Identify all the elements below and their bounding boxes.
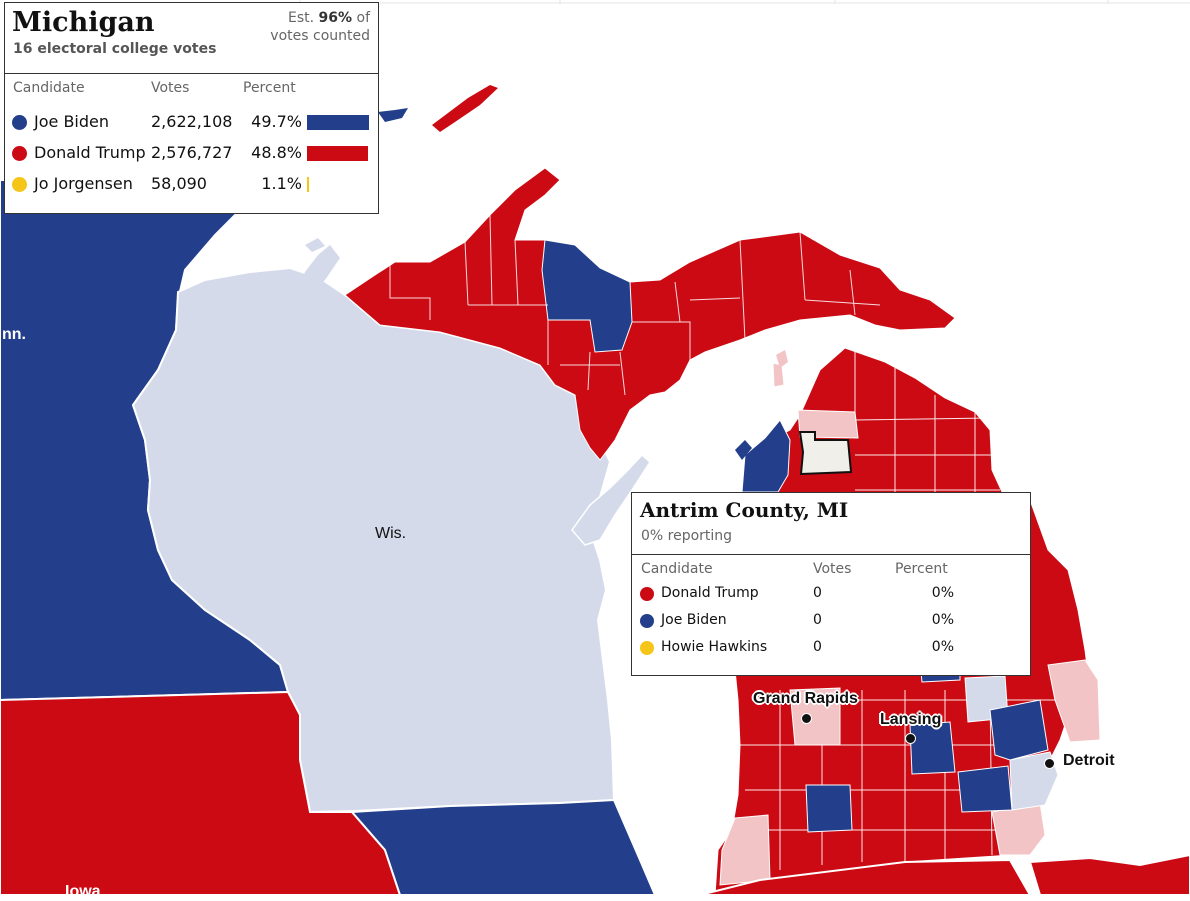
header-percent: Percent	[243, 80, 296, 96]
county-blue-1[interactable]	[989, 699, 1049, 761]
est-prefix: Est.	[287, 10, 315, 26]
label-iowa: Iowa	[65, 883, 101, 900]
lower-peninsula-county-lines	[740, 350, 1060, 870]
city-label-grand-rapids: Grand Rapids	[753, 690, 858, 707]
county-blue-4[interactable]	[805, 784, 853, 833]
city-label-lansing: Lansing	[880, 711, 942, 728]
county-lansing-ingham[interactable]	[909, 721, 956, 775]
county-lean-3[interactable]	[719, 814, 771, 886]
state-results-panel: Michigan 16 electoral college votes Est.…	[4, 2, 379, 214]
upper-peninsula-county-lines	[389, 214, 881, 396]
candidate-percent: 0%	[931, 585, 954, 601]
reporting-status: 0% reporting	[641, 528, 733, 544]
candidate-color-dot	[12, 115, 27, 130]
est-suffix: votes counted	[270, 28, 370, 44]
candidate-color-dot	[640, 641, 654, 655]
county-grand-rapids-kent[interactable]	[789, 687, 841, 746]
state-panel-header: Michigan 16 electoral college votes Est.…	[5, 3, 378, 74]
candidate-votes: 2,576,727	[151, 143, 233, 162]
apostle-islands	[295, 245, 340, 300]
candidate-votes: 0	[813, 585, 822, 601]
county-header-candidate: Candidate	[641, 561, 713, 577]
state-result-row[interactable]: Jo Jorgensen 58,090 1.1%	[5, 173, 378, 195]
upper-island-blue	[378, 108, 408, 122]
candidate-name: Donald Trump	[661, 585, 759, 601]
label-wisconsin: Wis.	[375, 525, 407, 542]
county-blue-3[interactable]	[957, 765, 1013, 813]
candidate-votes: 0	[813, 612, 822, 628]
candidate-name: Howie Hawkins	[661, 639, 768, 655]
county-header-percent: Percent	[895, 561, 948, 577]
votes-counted-estimate: Est. 96% of votes counted	[260, 9, 370, 45]
county-lean-5[interactable]	[772, 362, 785, 388]
city-dot-grand-rapids[interactable]	[801, 713, 812, 724]
isle-royale[interactable]	[432, 85, 498, 132]
candidate-percent: 0%	[931, 612, 954, 628]
candidate-name: Joe Biden	[34, 112, 109, 131]
candidate-name: Joe Biden	[661, 612, 727, 628]
county-blue-small	[735, 440, 752, 460]
state-indiana[interactable]	[699, 858, 1032, 895]
lake-island	[305, 238, 325, 252]
header-votes: Votes	[151, 80, 190, 96]
city-label-detroit: Detroit	[1063, 752, 1115, 769]
county-lean-2[interactable]	[1047, 659, 1101, 743]
candidate-percent: 1.1%	[261, 174, 302, 193]
vote-share-bar	[307, 146, 368, 161]
candidate-color-dot	[640, 587, 654, 601]
city-dot-detroit[interactable]	[1044, 758, 1055, 769]
county-results-panel: Antrim County, MI 0% reporting Candidate…	[631, 492, 1031, 676]
candidate-percent: 49.7%	[251, 112, 302, 131]
door-peninsula	[571, 453, 651, 546]
county-title: Antrim County, MI	[640, 498, 849, 522]
state-iowa[interactable]	[0, 690, 402, 895]
est-mid: of	[356, 10, 371, 26]
state-illinois[interactable]	[349, 798, 657, 895]
county-result-row[interactable]: Howie Hawkins 0 0%	[632, 638, 1030, 660]
county-header-votes: Votes	[813, 561, 852, 577]
electoral-votes-subtitle: 16 electoral college votes	[13, 41, 217, 57]
state-ohio[interactable]	[1028, 853, 1190, 895]
county-antrim[interactable]	[798, 431, 853, 476]
vote-share-bar	[307, 115, 369, 130]
candidate-color-dot	[12, 146, 27, 161]
candidate-votes: 2,622,108	[151, 112, 233, 131]
city-dot-lansing[interactable]	[905, 733, 916, 744]
state-result-row[interactable]: Donald Trump 2,576,727 48.8%	[5, 142, 378, 164]
candidate-name: Donald Trump	[34, 143, 146, 162]
est-value: 96%	[318, 10, 353, 26]
header-candidate: Candidate	[13, 80, 85, 96]
county-panel-header: Antrim County, MI 0% reporting	[632, 493, 1030, 555]
candidate-color-dot	[640, 614, 654, 628]
candidate-percent: 48.8%	[251, 143, 302, 162]
candidate-percent: 0%	[931, 639, 954, 655]
top-grid-lines	[299, 0, 1190, 4]
label-minnesota: nn.	[2, 326, 26, 343]
state-result-row[interactable]: Joe Biden 2,622,108 49.7%	[5, 111, 378, 133]
county-result-row[interactable]: Donald Trump 0 0%	[632, 584, 1030, 606]
state-title: Michigan	[12, 7, 155, 38]
candidate-name: Jo Jorgensen	[34, 174, 133, 193]
upper-peninsula[interactable]	[344, 167, 956, 461]
beaver-island	[776, 350, 788, 368]
upper-peninsula-blue-county[interactable]	[541, 239, 633, 353]
county-blue-grand-traverse[interactable]	[741, 419, 791, 493]
candidate-votes: 0	[813, 639, 822, 655]
vote-share-bar	[307, 177, 309, 192]
county-result-row[interactable]: Joe Biden 0 0%	[632, 611, 1030, 633]
candidate-votes: 58,090	[151, 174, 207, 193]
candidate-color-dot	[12, 177, 27, 192]
